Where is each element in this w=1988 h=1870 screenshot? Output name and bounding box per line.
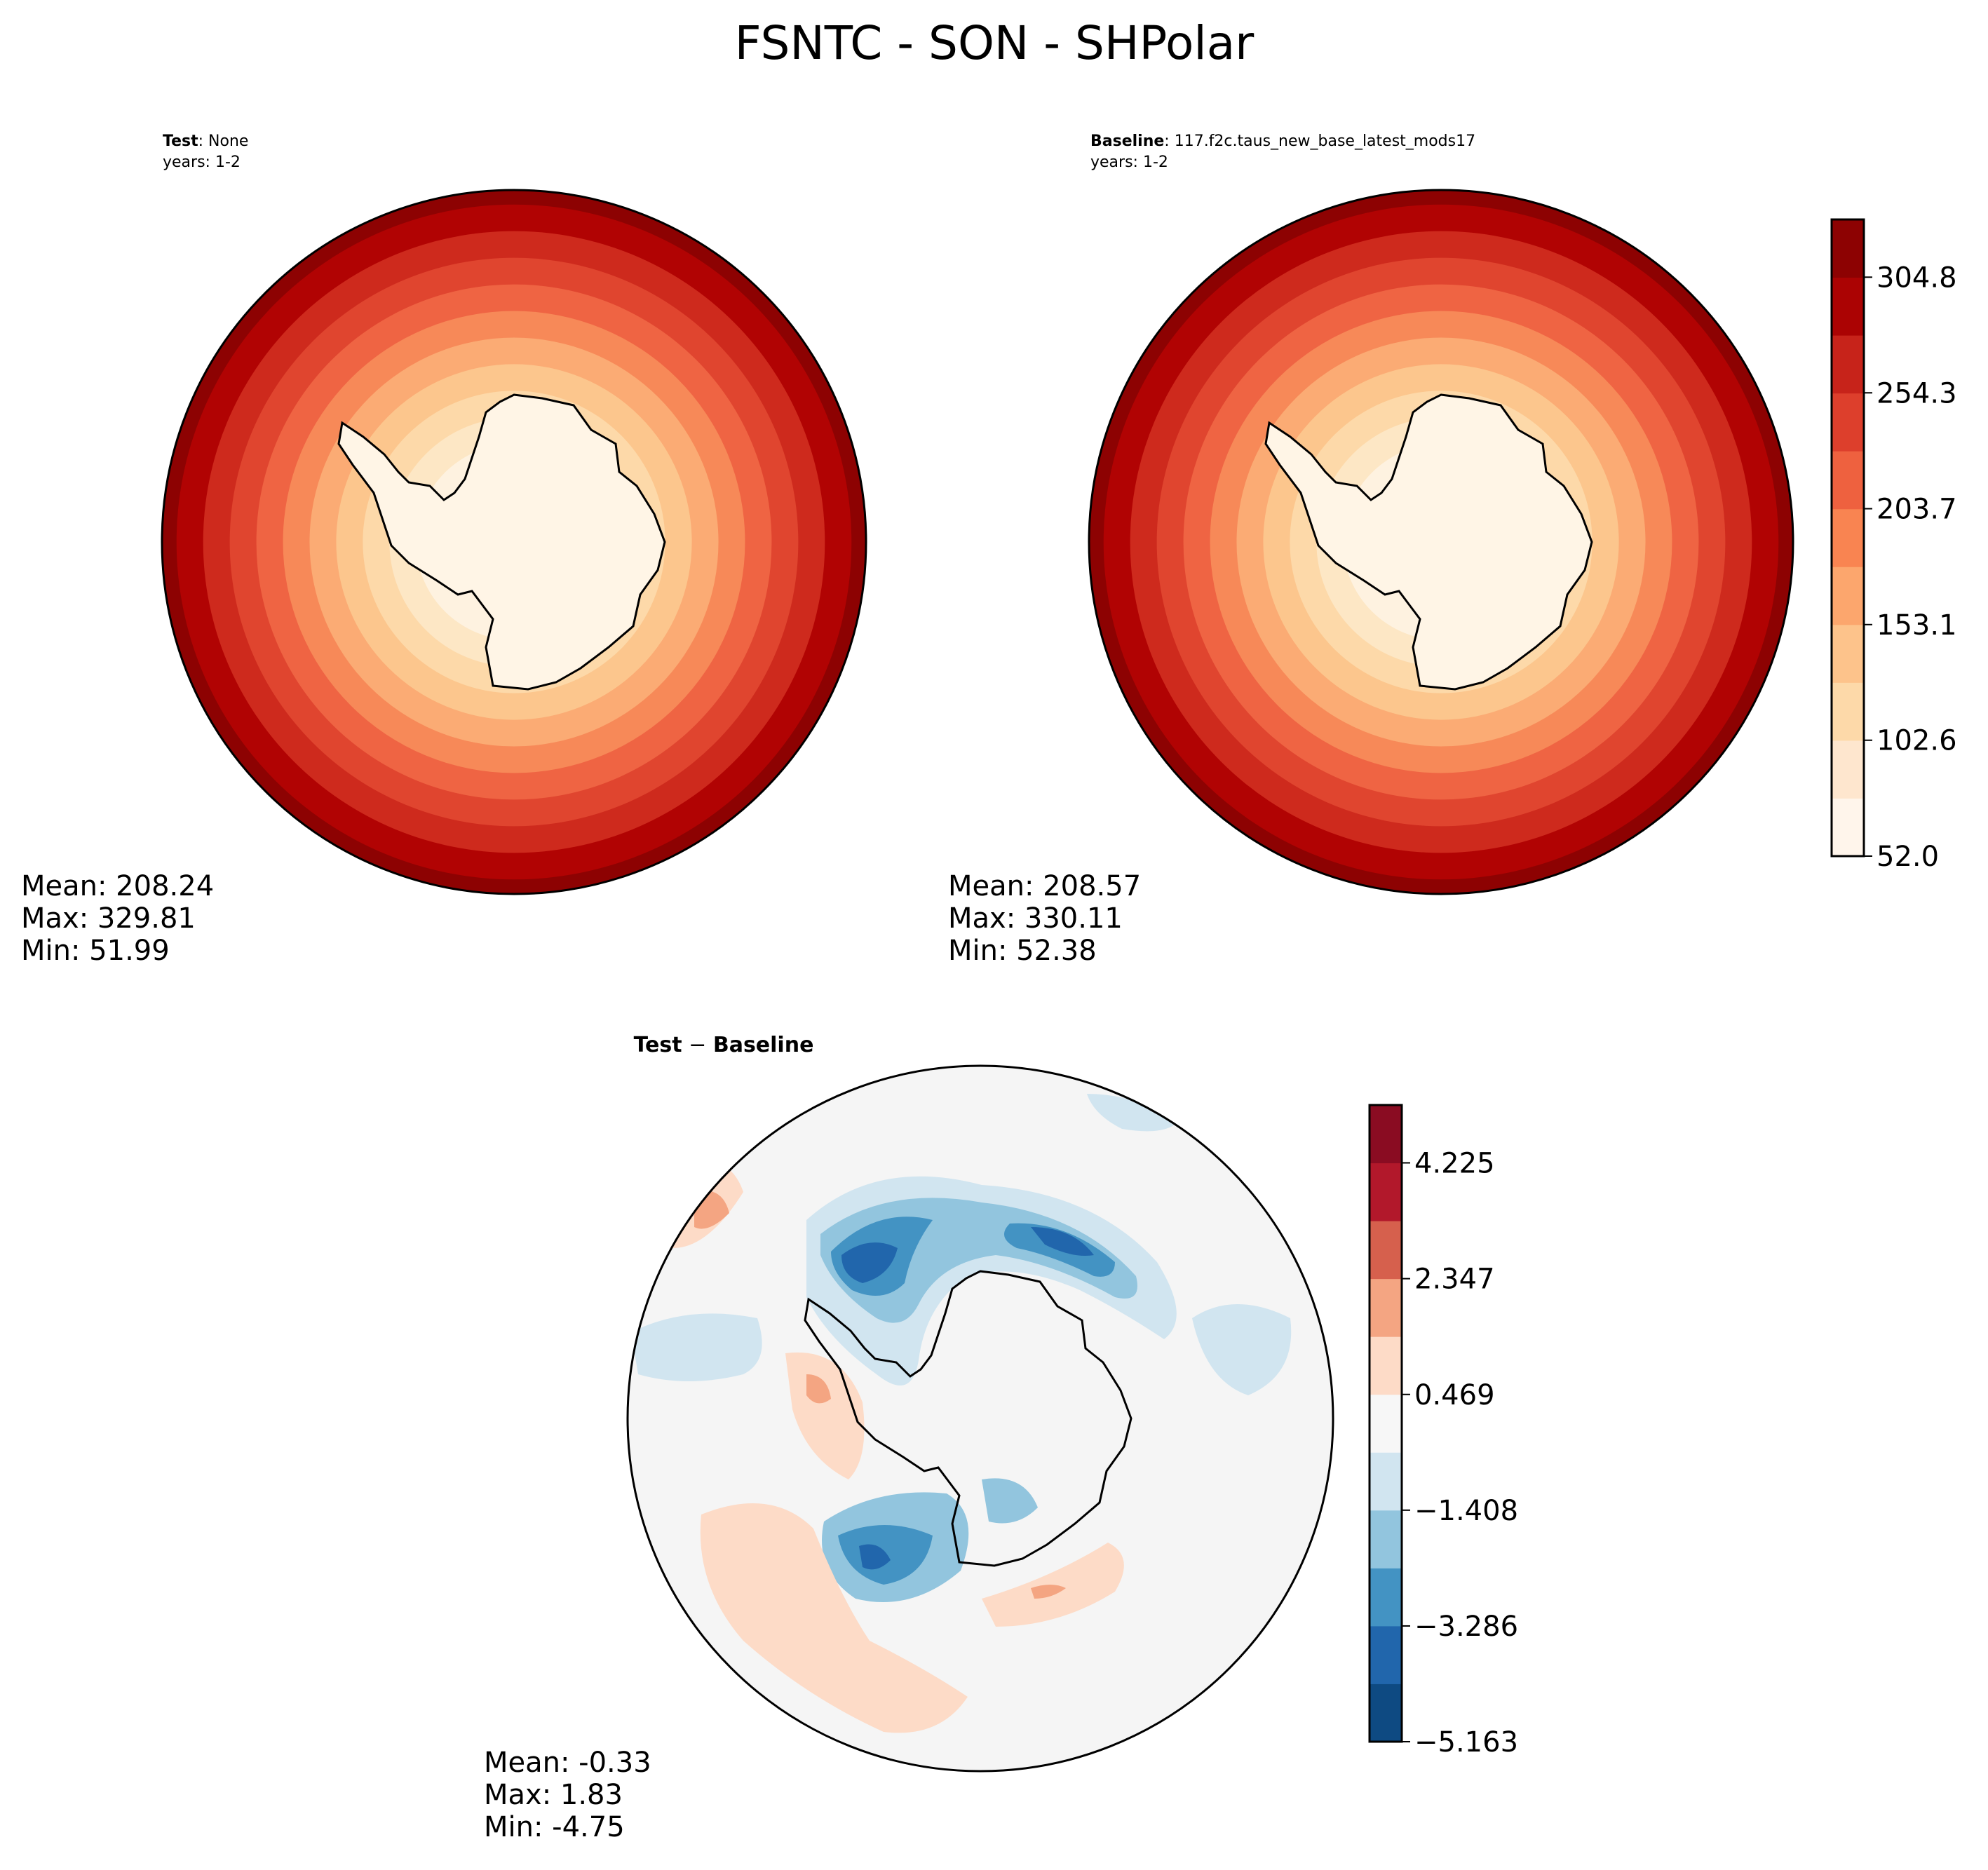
baseline-colorbar-frame — [1830, 218, 1865, 858]
diff-mean: Mean: -0.33 — [484, 1747, 651, 1779]
diff-blob-15 — [700, 1503, 968, 1733]
diff-colorbar-level-3 — [1370, 1510, 1402, 1569]
test-label-bold: Test — [163, 133, 198, 150]
baseline-colorbar-label-1: 254.3 — [1877, 377, 1957, 409]
diff-colorbar-label-2: 0.469 — [1414, 1379, 1495, 1411]
test-map — [162, 190, 866, 894]
baseline-colorbar-label-5: 52.0 — [1877, 841, 1939, 873]
test-years: years: 1-2 — [163, 154, 241, 171]
diff-max: Max: 1.83 — [484, 1779, 623, 1811]
panel-diff: Test − Baseline Mean: -0.33 Max: 1.83 Mi… — [484, 1033, 1518, 1843]
baseline-label-rest: : 117.f2c.taus_new_base_latest_mods17 — [1164, 133, 1475, 150]
diff-map — [628, 1066, 1333, 1771]
test-label: Test: None — [163, 133, 248, 150]
baseline-colorbar-label-3: 153.1 — [1877, 609, 1957, 642]
diff-colorbar-label-5: −5.163 — [1414, 1726, 1518, 1759]
test-max: Max: 329.81 — [21, 902, 196, 935]
diff-colorbar-level-1 — [1370, 1625, 1402, 1684]
diff-colorbar: 4.225 2.347 0.469 −1.408 −3.286 −5.163 — [1368, 1104, 1518, 1759]
panel-baseline: Baseline: 117.f2c.taus_new_base_latest_m… — [948, 133, 1957, 967]
figure-title: FSNTC - SON - SHPolar — [735, 16, 1255, 70]
baseline-colorbar-level-8 — [1832, 335, 1864, 394]
baseline-colorbar-level-5 — [1832, 508, 1864, 567]
baseline-years: years: 1-2 — [1090, 154, 1168, 171]
baseline-mean: Mean: 208.57 — [948, 870, 1141, 902]
diff-colorbar-level-4 — [1370, 1452, 1402, 1511]
diff-blob-14 — [806, 1374, 831, 1404]
diff-colorbar-level-2 — [1370, 1568, 1402, 1627]
diff-blob-9 — [982, 1478, 1038, 1524]
test-map-border — [161, 189, 867, 895]
baseline-colorbar-level-3 — [1832, 624, 1864, 683]
baseline-colorbar: 304.8 254.3 203.7 153.1 102.6 52.0 — [1830, 218, 1957, 873]
diff-colorbar-label-0: 4.225 — [1414, 1147, 1495, 1179]
diff-colorbar-label-1: 2.347 — [1414, 1263, 1495, 1296]
diff-colorbar-level-5 — [1370, 1394, 1402, 1453]
diff-colorbar-frame — [1368, 1104, 1403, 1743]
baseline-colorbar-level-1 — [1832, 740, 1864, 799]
diff-blob-19 — [1192, 1304, 1292, 1395]
baseline-colorbar-level-6 — [1832, 451, 1864, 510]
baseline-colorbar-level-7 — [1832, 393, 1864, 452]
diff-title: Test − Baseline — [634, 1033, 814, 1057]
diff-colorbar-level-7 — [1370, 1278, 1402, 1337]
baseline-colorbar-level-10 — [1832, 219, 1864, 278]
diff-field-blobs — [631, 1094, 1292, 1733]
panel-test: Test: None years: 1-2 Mean: 208.24 Max: … — [21, 133, 867, 967]
diff-min: Min: -4.75 — [484, 1811, 625, 1843]
baseline-colorbar-level-2 — [1832, 682, 1864, 741]
test-min: Min: 51.99 — [21, 935, 170, 967]
baseline-min: Min: 52.38 — [948, 935, 1097, 967]
test-label-rest: : None — [198, 133, 249, 150]
diff-title-op: − — [682, 1033, 713, 1057]
diff-blob-18 — [1087, 1094, 1178, 1132]
diff-background — [628, 1066, 1333, 1771]
diff-title-b: Baseline — [713, 1033, 814, 1057]
diff-blob-4 — [841, 1242, 898, 1283]
diff-colorbar-level-9 — [1370, 1163, 1402, 1221]
baseline-max: Max: 330.11 — [948, 902, 1123, 935]
diff-colorbar-level-8 — [1370, 1221, 1402, 1280]
baseline-colorbar-label-0: 304.8 — [1877, 262, 1957, 294]
diff-blob-10 — [631, 1313, 762, 1381]
diff-blob-5 — [1031, 1227, 1094, 1256]
baseline-map — [1089, 190, 1793, 894]
diff-blob-16 — [982, 1543, 1124, 1627]
diff-colorbar-level-10 — [1370, 1105, 1402, 1164]
baseline-colorbar-label-2: 203.7 — [1877, 494, 1957, 526]
baseline-colorbar-level-4 — [1832, 567, 1864, 625]
diff-colorbar-level-0 — [1370, 1683, 1402, 1742]
diff-title-a: Test — [634, 1033, 682, 1057]
diff-colorbar-level-6 — [1370, 1336, 1402, 1395]
baseline-label: Baseline: 117.f2c.taus_new_base_latest_m… — [1090, 133, 1475, 150]
diff-map-border — [626, 1064, 1334, 1773]
diff-blob-8 — [859, 1544, 891, 1570]
diff-colorbar-label-3: −1.408 — [1414, 1495, 1518, 1527]
baseline-colorbar-level-0 — [1832, 798, 1864, 857]
diff-colorbar-label-4: −3.286 — [1414, 1611, 1518, 1643]
test-mean: Mean: 208.24 — [21, 870, 214, 902]
baseline-colorbar-label-4: 102.6 — [1877, 725, 1957, 757]
baseline-map-border — [1088, 189, 1794, 895]
baseline-colorbar-level-9 — [1832, 277, 1864, 336]
baseline-label-bold: Baseline — [1090, 133, 1164, 150]
diff-blob-17 — [1031, 1585, 1066, 1599]
